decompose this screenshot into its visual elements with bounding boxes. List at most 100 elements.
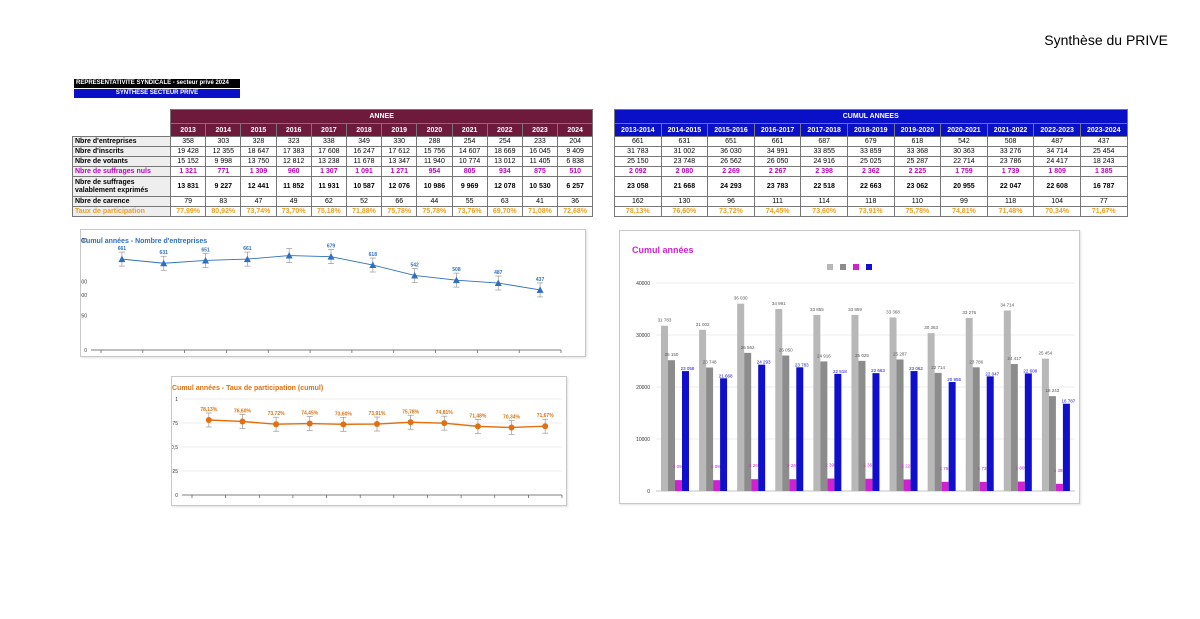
data-point — [160, 259, 168, 267]
table-cell: 9 998 — [205, 156, 242, 167]
table-row: Nbre de votants 15 152 9 998 13 750 12 812 13… — [72, 156, 594, 167]
bar-label: 33 276 — [962, 310, 976, 315]
data-point — [474, 423, 481, 430]
table-cell: 36 030 — [707, 146, 755, 157]
bar — [782, 355, 790, 491]
table-row: Nbre de carence 79 83 47 49 62 52 66 44 55 63 41 36 — [72, 196, 594, 207]
table-row: Nbre de suffrages nuls 1 321 771 1 309 960 1 … — [72, 166, 594, 177]
data-label: 651 — [201, 247, 210, 253]
table-cell: 26 562 — [707, 156, 755, 167]
table-cell: 1 271 — [381, 166, 418, 177]
table-cell: 34 991 — [753, 146, 802, 157]
column-header: 2013-2014 — [614, 123, 662, 137]
table-cell: 17 612 — [381, 146, 418, 157]
data-point — [369, 261, 377, 269]
table-cell: 23 786 — [986, 156, 1035, 167]
table-row: 23 058 21 668 24 293 23 783 22 518 22 663 23 0… — [614, 176, 1128, 197]
y-tick-label: 400 — [81, 293, 87, 299]
table-cell: 2 267 — [753, 166, 802, 177]
table-cell: 10 587 — [345, 176, 383, 197]
bar — [751, 479, 759, 491]
bar — [927, 333, 935, 491]
table-cell: 16 247 — [345, 146, 383, 157]
row-label: Taux de participation — [72, 206, 171, 217]
bar — [713, 480, 721, 491]
data-point — [243, 255, 251, 263]
chart-taux-participation-svg: Cumul années - Taux de participation (cu… — [172, 385, 563, 499]
chart-title: Cumul années — [632, 245, 694, 255]
data-label: 74,81% — [436, 410, 454, 416]
table-cell: 6 838 — [557, 156, 594, 167]
table-cell: 15 152 — [169, 156, 207, 167]
column-header: 2024 — [557, 123, 594, 137]
table-cell: 13 347 — [381, 156, 418, 167]
bar-label: 24 293 — [757, 360, 771, 365]
data-label: 70,34% — [503, 414, 521, 420]
bar — [896, 359, 904, 491]
bar — [1048, 396, 1056, 491]
table-cell: 661 — [614, 136, 662, 147]
table-cell: 934 — [486, 166, 523, 177]
table-cell: 72,68% — [557, 206, 594, 217]
bar-label: 1 739 — [978, 466, 990, 471]
bar — [720, 378, 728, 491]
data-point — [205, 416, 212, 423]
bar-label: 2 225 — [901, 463, 913, 468]
data-label: 78,13% — [200, 407, 218, 413]
table-cell: 1 809 — [1033, 166, 1081, 177]
column-header: 2017-2018 — [800, 123, 848, 137]
table-cell: 12 078 — [486, 176, 523, 197]
table-row: Taux de participation 77,99% 80,92% 73,74% 7… — [72, 206, 594, 217]
bar-label: 1 385 — [1054, 468, 1066, 473]
bar — [820, 361, 828, 491]
bar-label: 2 092 — [673, 464, 685, 469]
bar-label: 22 518 — [833, 369, 847, 374]
table-cell: 960 — [275, 166, 312, 177]
bar — [668, 360, 675, 491]
row-label: Nbre de votants — [72, 156, 171, 167]
table-cell: 2 269 — [707, 166, 755, 177]
table-cell: 114 — [800, 196, 848, 207]
table-cell: 954 — [416, 166, 453, 177]
bar — [979, 481, 987, 491]
bar-label: 22 714 — [931, 365, 945, 370]
data-point — [340, 421, 347, 428]
table-cell: 20 955 — [940, 176, 988, 197]
column-header: 2018-2019 — [846, 123, 895, 137]
table-cell: 358 — [169, 136, 207, 147]
table-cell: 679 — [846, 136, 895, 147]
bar-label: 2 362 — [863, 463, 875, 468]
table-cell: 303 — [205, 136, 242, 147]
table-cell: 13 012 — [486, 156, 523, 167]
bar-label: 25 287 — [893, 352, 907, 357]
column-header: 2021 — [451, 123, 488, 137]
table-cell: 14 607 — [451, 146, 488, 157]
table-cell: 76,60% — [660, 206, 709, 217]
table-row: 25 150 23 748 26 562 26 050 24 916 25 025 25 2… — [614, 156, 1128, 167]
chart-taux-participation: Cumul années - Taux de participation (cu… — [171, 376, 567, 506]
bar — [1062, 403, 1070, 491]
table-cell: 75,78% — [893, 206, 942, 217]
table-cell: 323 — [275, 136, 312, 147]
bar-label: 24 417 — [1007, 356, 1021, 361]
table-cell: 771 — [205, 166, 242, 177]
table-cell: 110 — [893, 196, 942, 207]
bar-label: 23 786 — [969, 359, 983, 364]
bar-label: 26 050 — [779, 348, 793, 353]
table-cell: 33 859 — [846, 146, 895, 157]
table-cell: 33 855 — [800, 146, 848, 157]
chart-nombre-entreprises: Cumul années - Nombre d'entreprises 0 250 4… — [80, 229, 586, 357]
bar-label: 33 855 — [810, 307, 824, 312]
table-cell: 75,78% — [416, 206, 453, 217]
table-cell: 487 — [1033, 136, 1081, 147]
bar-label: 33 368 — [886, 309, 900, 314]
data-point — [273, 421, 280, 428]
chart-cumul-annees: Cumul années 0 10000 20000 30000 40000 31 783 3… — [619, 230, 1080, 504]
table-cell: 69,70% — [486, 206, 523, 217]
data-label: 679 — [327, 244, 336, 250]
table-cell: 10 774 — [451, 156, 488, 167]
table-cell: 44 — [416, 196, 453, 207]
table-cell: 33 276 — [986, 146, 1035, 157]
bar — [972, 367, 980, 491]
bar — [675, 480, 682, 491]
